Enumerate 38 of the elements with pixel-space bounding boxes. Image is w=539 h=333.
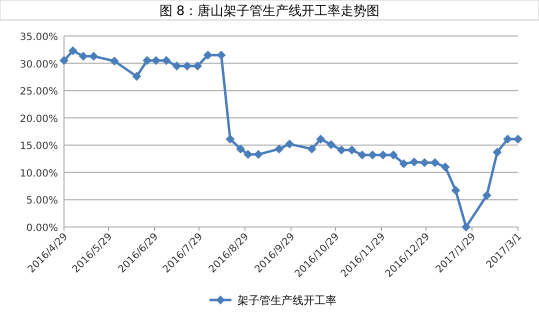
point: [326, 140, 336, 150]
point: [274, 144, 284, 154]
y-tick-label: 0.00%: [26, 223, 58, 234]
point: [60, 56, 68, 66]
point: [285, 140, 294, 149]
y-tick-label: 5.00%: [26, 196, 58, 207]
y-tick-label: 20.00%: [20, 114, 58, 125]
point: [172, 62, 182, 71]
point: [462, 222, 471, 232]
point: [203, 50, 212, 60]
point: [399, 159, 408, 168]
point: [236, 144, 246, 154]
y-tick-label: 25.00%: [20, 86, 58, 98]
point: [243, 150, 252, 159]
point: [336, 146, 346, 155]
point: [316, 134, 326, 144]
legend-label: 架子管生产线开工率: [238, 294, 336, 307]
point: [307, 144, 316, 154]
point: [110, 56, 119, 66]
point: [68, 46, 78, 56]
point: [492, 148, 502, 157]
point: [193, 62, 202, 71]
y-tick-label: 10.00%: [20, 168, 58, 180]
point: [410, 158, 419, 167]
point: [132, 72, 142, 81]
y-tick-label: 30.00%: [20, 59, 58, 70]
y-tick-label: 15.00%: [20, 141, 58, 152]
point: [226, 134, 235, 144]
y-tick-label: 35.00%: [20, 32, 58, 43]
point: [451, 186, 460, 195]
chart-title: 图 8：唐山架子管生产线开工率走势图: [159, 3, 380, 19]
point: [216, 50, 226, 60]
point: [503, 134, 512, 144]
point: [358, 150, 367, 160]
point: [482, 190, 492, 200]
point: [514, 134, 522, 144]
point: [254, 150, 263, 159]
point: [440, 162, 450, 172]
